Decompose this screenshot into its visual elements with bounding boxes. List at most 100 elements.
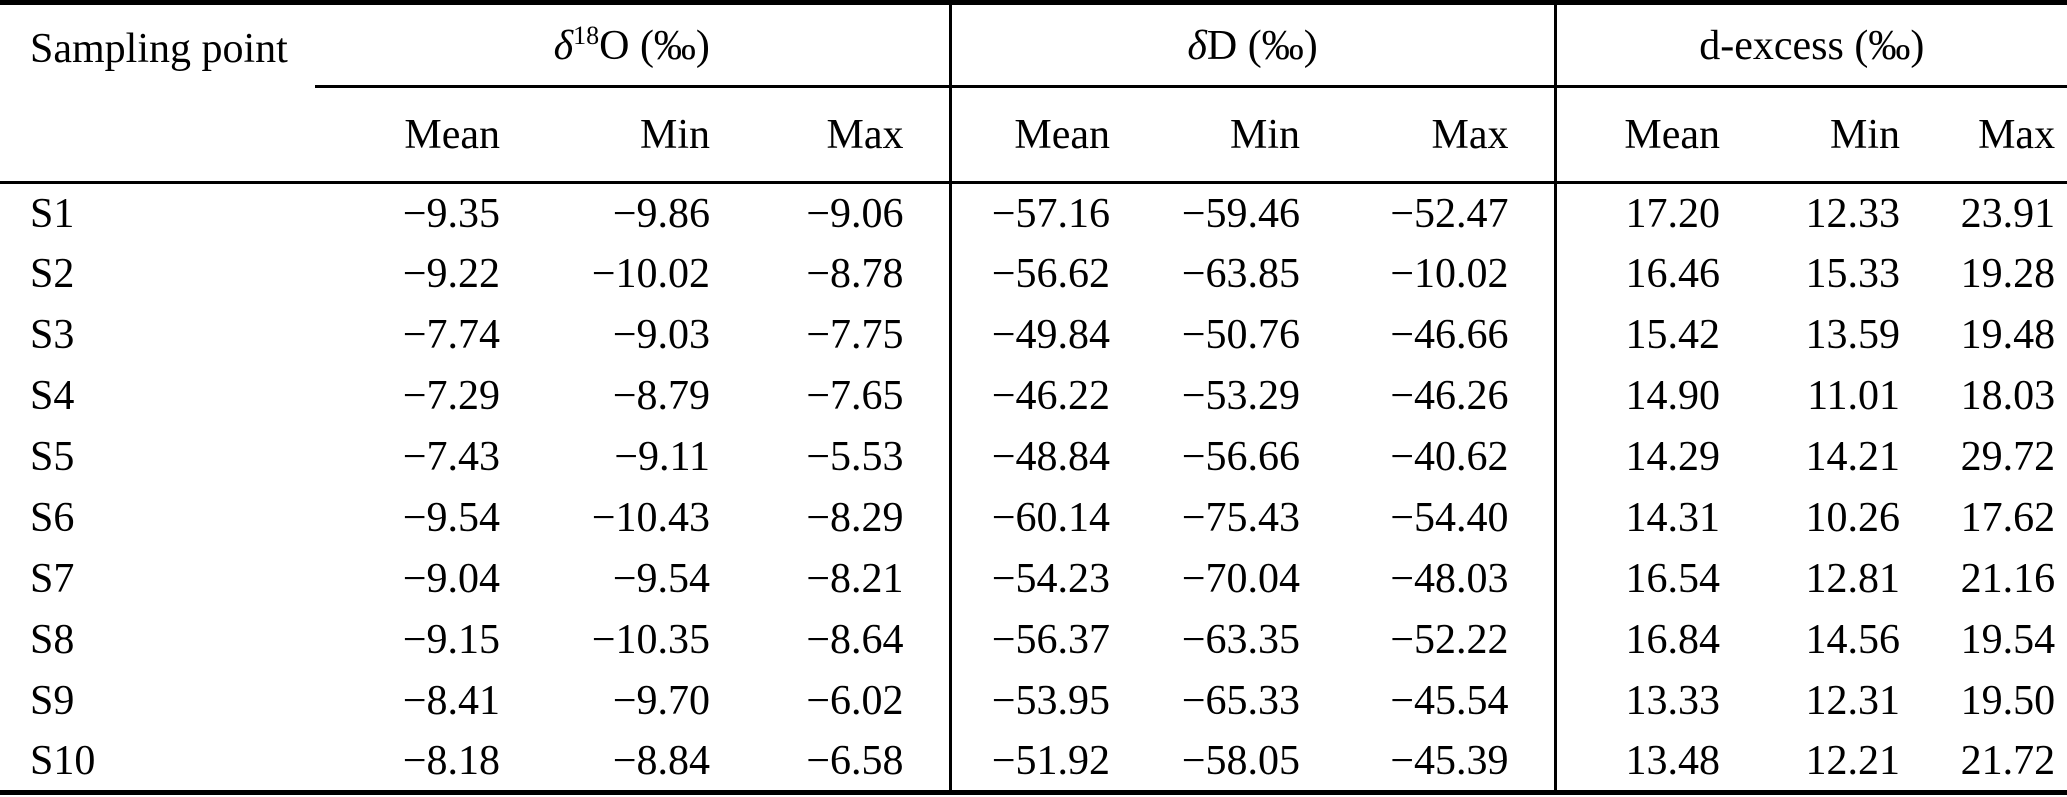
row-label: S4 [30,373,75,419]
table-cell: 12.33 [1805,190,1901,237]
table-cell: −8.21 [755,548,952,610]
table-cell: 17.20 [1625,190,1721,237]
row-label: S8 [30,617,75,663]
subheader-dd-max: Max [1345,86,1557,184]
table-cell: 18.03 [1960,373,2056,419]
table-cell: 12.21 [1765,731,1946,795]
table-cell: −7.74 [402,312,500,358]
table-cell: −9.04 [402,556,500,602]
table-cell: 19.48 [1960,312,2056,358]
table-row: S6 −9.54 −10.43 −8.29 −60.14 −75.43 −54.… [0,487,2067,549]
table-cell: 14.21 [1805,434,1901,480]
table-cell: 21.16 [1960,556,2056,602]
row-label: S6 [30,495,75,541]
table-cell: 14.90 [1625,373,1721,419]
table-row: S7 −9.04 −9.54 −8.21 −54.23 −70.04 −48.0… [0,548,2067,610]
table-cell: −10.43 [591,495,710,541]
table-cell: 13.33 [1625,678,1721,724]
table-cell: 21.72 [1945,731,2067,795]
table-row: S8 −9.15 −10.35 −8.64 −56.37 −63.35 −52.… [0,609,2067,671]
subheader-row: Mean Min Max Mean Min Max Mean Min Max [0,86,2067,184]
table-cell: 23.91 [1960,190,2056,237]
table-cell: −45.54 [1345,670,1557,732]
table-cell: −51.92 [950,731,1156,795]
table-row: S10 −8.18 −8.84 −6.58 −51.92 −58.05 −45.… [0,731,2067,795]
table-cell: −10.02 [591,251,710,297]
table-cell: 13.59 [1805,312,1901,358]
subheader-dd-min: Min [1155,86,1346,184]
table-cell: −59.46 [1181,190,1301,237]
table-cell: 19.28 [1960,251,2056,297]
table-cell: 19.50 [1960,678,2056,724]
row-label: S9 [30,678,75,724]
table-row: S5 −7.43 −9.11 −5.53 −48.84 −56.66 −40.6… [0,426,2067,488]
subheader-dd-mean: Mean [950,86,1156,184]
table-cell: −58.05 [1155,731,1346,795]
table-cell: −6.58 [755,731,952,795]
table-cell: −56.62 [991,251,1111,297]
subheader-dexcess-mean: Mean [1555,86,1766,184]
table-cell: 10.26 [1805,495,1901,541]
row-label: S10 [0,731,315,795]
table-cell: −9.15 [402,617,500,663]
table-cell: 14.56 [1805,617,1901,663]
table-row: S3 −7.74 −9.03 −7.75 −49.84 −50.76 −46.6… [0,304,2067,366]
table-cell: −8.18 [315,731,545,795]
table-cell: 15.42 [1625,312,1721,358]
table-cell: 16.54 [1625,556,1721,602]
table-cell: 12.31 [1805,678,1901,724]
table-cell: −65.33 [1181,678,1301,724]
table-cell: −52.22 [1345,609,1557,671]
table-row: S2 −9.22 −10.02 −8.78 −56.62 −63.85 −10.… [0,243,2067,305]
table-cell: −9.06 [755,182,952,244]
table-cell: −9.22 [402,251,500,297]
column-header-sampling-point: Sampling point [0,0,315,184]
row-label: S3 [30,312,75,358]
table-cell: −6.02 [755,670,952,732]
subheader-d18o-max: Max [755,86,952,184]
row-label: S1 [30,190,75,237]
table-cell: −7.75 [755,304,952,366]
table-cell: 13.48 [1555,731,1766,795]
table-cell: −9.54 [402,495,500,541]
table-cell: −9.54 [612,556,710,602]
table-cell: 17.62 [1960,495,2056,541]
table-cell: 14.31 [1625,495,1721,541]
table-row: S9 −8.41 −9.70 −6.02 −53.95 −65.33 −45.5… [0,670,2067,732]
table-cell: −48.84 [991,434,1111,480]
table-cell: −7.65 [755,365,952,427]
table-cell: −52.47 [1345,182,1557,244]
row-label: S5 [30,434,75,480]
table-row: S4 −7.29 −8.79 −7.65 −46.22 −53.29 −46.2… [0,365,2067,427]
table-cell: −46.22 [991,373,1111,419]
table-cell: 11.01 [1807,373,1901,419]
table-cell: −49.84 [991,312,1111,358]
table-cell: −8.78 [755,243,952,305]
table-cell: −75.43 [1181,495,1301,541]
table-cell: −9.03 [612,312,710,358]
table-cell: −8.64 [755,609,952,671]
table-cell: 12.81 [1805,556,1901,602]
group-label-text: D (‰) [1206,22,1318,69]
table-cell: −56.37 [991,617,1111,663]
subheader-dexcess-min: Min [1765,86,1946,184]
group-label-text: d-excess (‰) [1699,22,1925,69]
delta-symbol: δ [1187,22,1207,69]
subheader-d18o-mean: Mean [315,86,545,184]
delta-symbol: δ [553,22,574,69]
table-cell: −7.29 [402,373,500,419]
column-group-header-dd: δD (‰) [950,0,1557,88]
table-cell: −8.29 [755,487,952,549]
table-cell: −45.39 [1345,731,1557,795]
table-cell: −54.23 [991,556,1111,602]
column-group-header-d-excess: d-excess (‰) [1555,0,2067,88]
table-cell: −70.04 [1181,556,1301,602]
table-cell: −10.35 [591,617,710,663]
table-cell: −7.43 [402,434,500,480]
table-cell: −9.86 [612,190,710,237]
table-cell: −10.02 [1345,243,1557,305]
table-cell: 14.29 [1625,434,1721,480]
table-cell: 15.33 [1805,251,1901,297]
